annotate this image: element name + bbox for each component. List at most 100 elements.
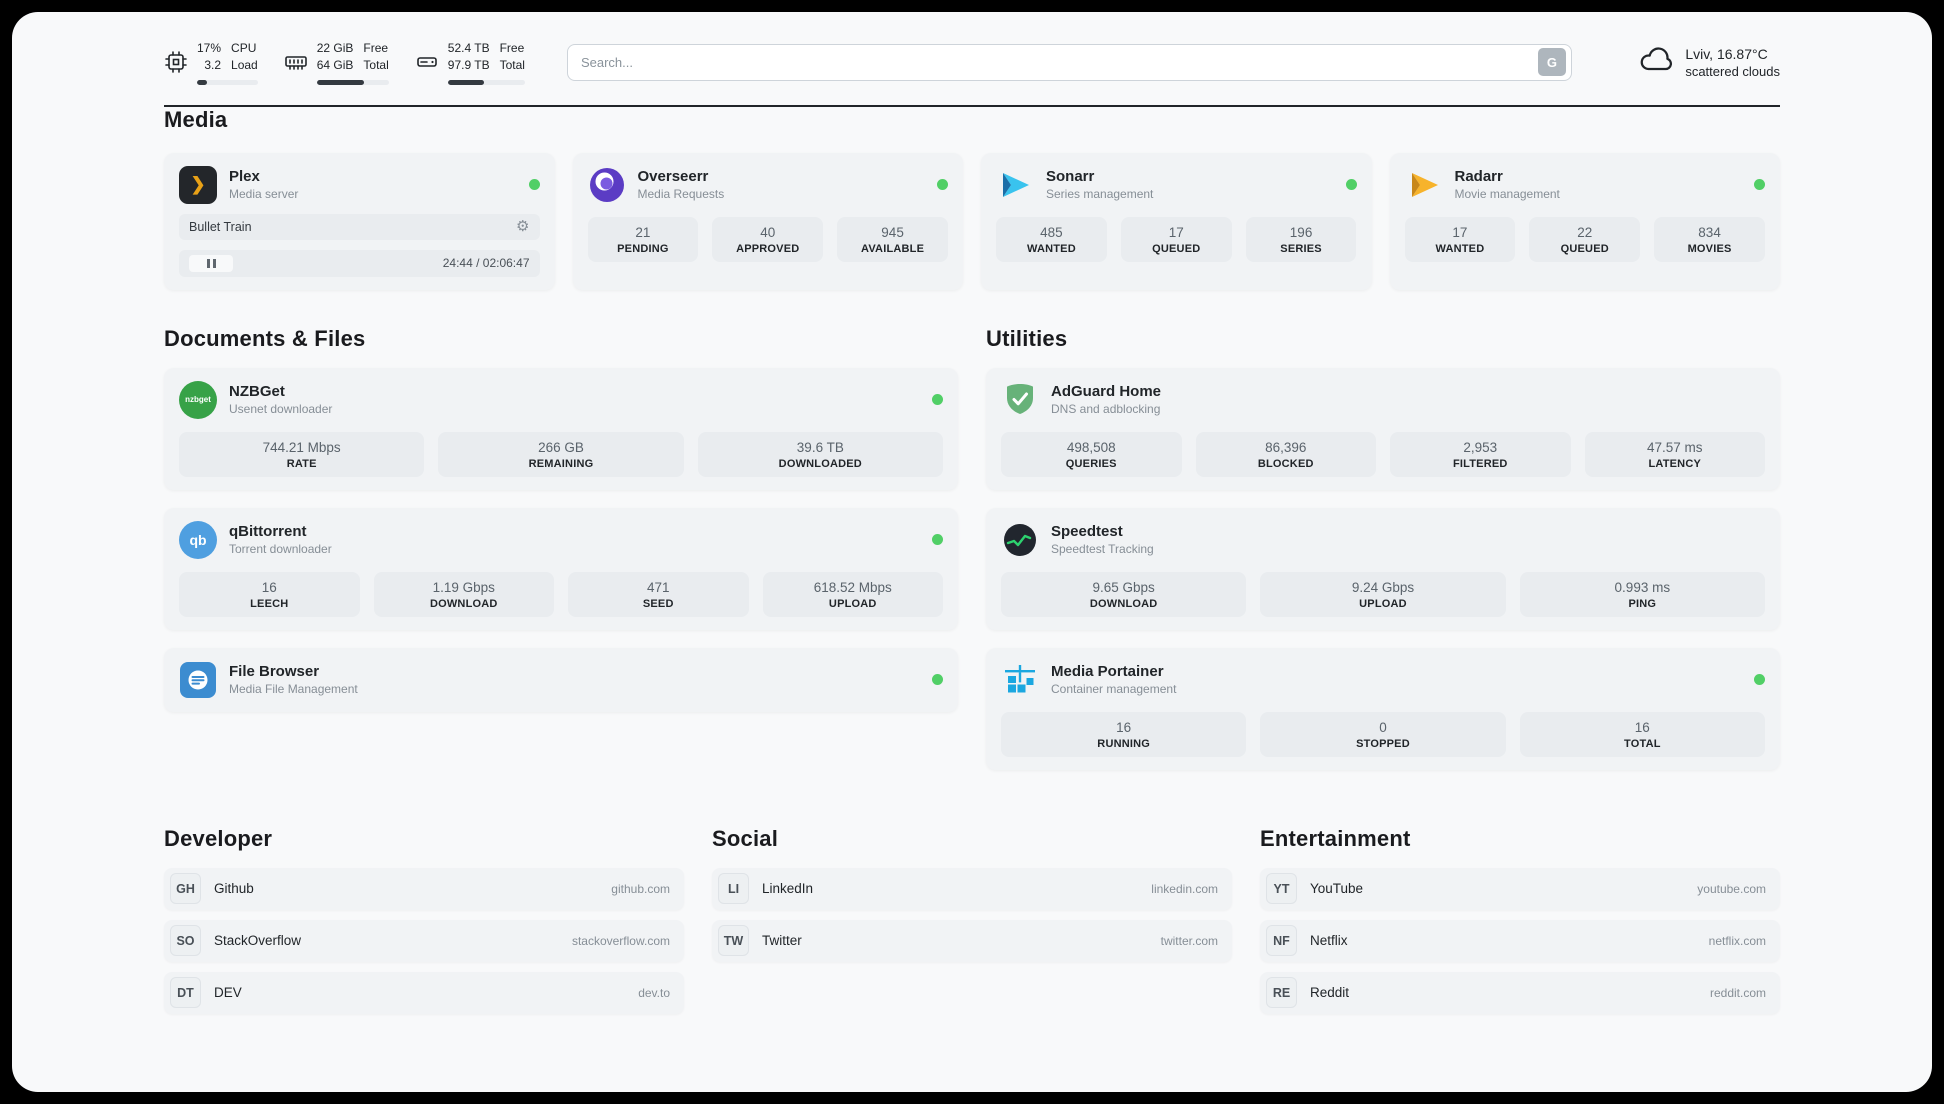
overseerr-icon bbox=[588, 166, 626, 204]
section-title-entertainment: Entertainment bbox=[1260, 825, 1411, 851]
stat-value: 834 bbox=[1698, 224, 1721, 240]
stat-value: 945 bbox=[881, 224, 904, 240]
gear-icon[interactable]: ⚙ bbox=[516, 218, 530, 236]
status-dot bbox=[932, 674, 943, 686]
stat-box: 22 QUEUED bbox=[1529, 216, 1641, 262]
stat-value: 22 bbox=[1577, 224, 1593, 240]
qbittorrent-icon: qb bbox=[179, 520, 217, 559]
nzbget-icon: nzbget bbox=[179, 380, 217, 419]
app-name: Radarr bbox=[1454, 168, 1503, 186]
now-playing-row: Bullet Train ⚙ bbox=[179, 213, 540, 240]
ram-label-1: Free bbox=[363, 41, 389, 55]
stat-label: APPROVED bbox=[736, 242, 800, 255]
section-title-utilities: Utilities bbox=[986, 325, 1068, 351]
stat-value: 485 bbox=[1040, 224, 1063, 240]
sonarr-card[interactable]: Sonarr Series management 485 WANTED 17 Q… bbox=[981, 152, 1372, 290]
stat-value: 498,508 bbox=[1066, 439, 1116, 455]
status-dot bbox=[528, 179, 540, 191]
nzbget-card[interactable]: nzbget NZBGet Usenet downloader 744.21 M… bbox=[164, 367, 958, 490]
bookmark-github[interactable]: GH Github github.com bbox=[164, 867, 684, 910]
disk-widget: 52.4 TB 97.9 TB Free Total bbox=[415, 40, 525, 85]
stat-label: AVAILABLE bbox=[861, 242, 925, 255]
stat-label: PING bbox=[1628, 597, 1657, 610]
status-dot bbox=[1754, 179, 1765, 191]
stat-box: 498,508 QUERIES bbox=[1001, 431, 1182, 477]
dev-abbr-icon: DT bbox=[170, 977, 201, 1009]
app-subtitle: Media File Management bbox=[229, 682, 358, 697]
stat-label: QUEUED bbox=[1152, 242, 1201, 255]
status-dot bbox=[932, 394, 943, 406]
utilities-column: Utilities AdGuard Home DNS and adblockin… bbox=[986, 326, 1780, 770]
playback-row: 24:44 / 02:06:47 bbox=[179, 249, 540, 277]
stat-box: 0 STOPPED bbox=[1260, 711, 1506, 757]
portainer-card[interactable]: Media Portainer Container management 16 … bbox=[986, 647, 1780, 770]
stat-label: LEECH bbox=[250, 597, 289, 610]
section-title-developer: Developer bbox=[164, 825, 273, 851]
stat-box: 40 APPROVED bbox=[712, 216, 824, 262]
portainer-icon bbox=[1001, 661, 1039, 699]
entertainment-column: Entertainment YT YouTube youtube.com NF … bbox=[1260, 826, 1780, 1024]
linkedin-abbr-icon: LI bbox=[718, 873, 749, 905]
stat-box: 945 AVAILABLE bbox=[837, 216, 948, 262]
speedtest-card[interactable]: Speedtest Speedtest Tracking 9.65 Gbps D… bbox=[986, 507, 1780, 630]
cpu-widget: 17% 3.2 CPU Load bbox=[164, 40, 258, 85]
stat-label: FILTERED bbox=[1452, 457, 1508, 470]
bookmark-label: Netflix bbox=[1310, 933, 1348, 949]
cpu-progress-bar bbox=[197, 79, 258, 85]
bookmark-label: Github bbox=[214, 881, 254, 897]
qbittorrent-card[interactable]: qb qBittorrent Torrent downloader 16 LEE… bbox=[164, 507, 958, 630]
bookmark-url: github.com bbox=[611, 881, 670, 896]
stat-label: DOWNLOADED bbox=[778, 457, 862, 470]
filebrowser-icon bbox=[179, 661, 217, 699]
cpu-load-avg: 3.2 bbox=[204, 58, 222, 73]
radarr-card[interactable]: Radarr Movie management 17 WANTED 22 QUE… bbox=[1389, 152, 1780, 290]
adguard-card[interactable]: AdGuard Home DNS and adblocking 498,508 … bbox=[986, 367, 1780, 490]
stat-label: WANTED bbox=[1026, 242, 1076, 255]
bookmark-linkedin[interactable]: LI LinkedIn linkedin.com bbox=[712, 867, 1232, 910]
sonarr-icon bbox=[996, 166, 1034, 204]
social-column: Social LI LinkedIn linkedin.com TW Twitt… bbox=[712, 826, 1232, 972]
stat-box: 16 RUNNING bbox=[1001, 711, 1247, 757]
bookmark-label: StackOverflow bbox=[214, 933, 302, 949]
github-abbr-icon: GH bbox=[170, 873, 201, 905]
stat-value: 618.52 Mbps bbox=[813, 579, 892, 595]
bookmark-url: linkedin.com bbox=[1151, 881, 1218, 896]
stat-box: 2,953 FILTERED bbox=[1390, 431, 1571, 477]
stat-label: SEED bbox=[642, 597, 674, 610]
bookmark-netflix[interactable]: NF Netflix netflix.com bbox=[1260, 919, 1780, 962]
app-name: AdGuard Home bbox=[1051, 383, 1162, 401]
filebrowser-card[interactable]: File Browser Media File Management bbox=[164, 647, 958, 712]
header: 17% 3.2 CPU Load bbox=[12, 12, 1932, 85]
bookmark-twitter[interactable]: TW Twitter twitter.com bbox=[712, 919, 1232, 962]
disk-label-2: Total bbox=[499, 58, 525, 73]
app-subtitle: Torrent downloader bbox=[229, 542, 332, 557]
disk-icon bbox=[415, 50, 439, 74]
header-divider bbox=[164, 104, 1780, 107]
search-input[interactable] bbox=[580, 54, 1538, 70]
search-engine-button[interactable]: G bbox=[1537, 48, 1566, 77]
bookmark-stackoverflow[interactable]: SO StackOverflow stackoverflow.com bbox=[164, 919, 684, 962]
pause-button[interactable] bbox=[189, 254, 233, 272]
plex-card[interactable]: ❯ Plex Media server Bullet Train ⚙ 24:44… bbox=[164, 152, 555, 290]
bookmark-youtube[interactable]: YT YouTube youtube.com bbox=[1260, 867, 1780, 910]
playback-time: 24:44 / 02:06:47 bbox=[442, 256, 530, 271]
bookmark-dev[interactable]: DT DEV dev.to bbox=[164, 971, 684, 1014]
documents-column: Documents & Files nzbget NZBGet Usenet d… bbox=[164, 326, 958, 712]
bookmark-label: Twitter bbox=[762, 933, 802, 949]
app-subtitle: Series management bbox=[1046, 187, 1154, 202]
stat-box: 86,396 BLOCKED bbox=[1195, 431, 1376, 477]
stat-value: 471 bbox=[646, 579, 670, 595]
speedtest-icon bbox=[1001, 521, 1039, 559]
section-title-documents: Documents & Files bbox=[164, 325, 366, 351]
stat-value: 40 bbox=[760, 224, 776, 240]
status-dot bbox=[1345, 179, 1357, 191]
stat-label: UPLOAD bbox=[828, 597, 877, 610]
overseerr-card[interactable]: Overseerr Media Requests 21 PENDING 40 A… bbox=[572, 152, 963, 290]
stat-label: DOWNLOAD bbox=[1089, 597, 1158, 610]
bookmark-url: reddit.com bbox=[1709, 985, 1766, 1000]
stat-box: 266 GB REMAINING bbox=[438, 431, 684, 477]
bookmark-reddit[interactable]: RE Reddit reddit.com bbox=[1260, 971, 1780, 1014]
bookmark-label: LinkedIn bbox=[762, 881, 814, 897]
adguard-icon bbox=[1001, 381, 1039, 419]
stat-box: 9.24 Gbps UPLOAD bbox=[1260, 571, 1506, 617]
